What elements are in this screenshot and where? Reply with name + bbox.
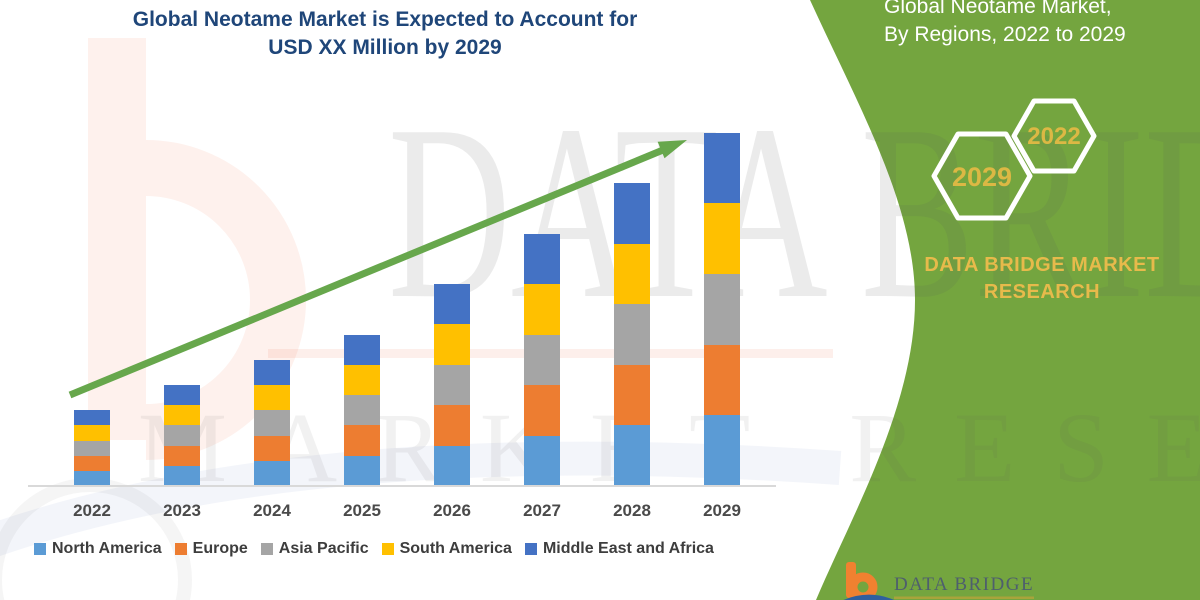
bar-2024-segment-south-america — [254, 385, 290, 411]
legend-label: Europe — [192, 540, 248, 557]
bar-2022-segment-middle-east-and-africa — [74, 410, 110, 426]
bar-2029-segment-middle-east-and-africa — [704, 132, 740, 204]
bar-2025-segment-europe — [344, 425, 380, 456]
bar-2028 — [614, 183, 650, 486]
brand-text-line1: DATA BRIDGE MARKET — [924, 254, 1160, 276]
bar-2025-segment-asia-pacific — [344, 395, 380, 426]
bar-2026-segment-asia-pacific — [434, 364, 470, 406]
x-tick-label-2025: 2025 — [343, 501, 381, 520]
x-tick-label-2026: 2026 — [433, 501, 471, 520]
legend-label: South America — [399, 540, 512, 557]
bar-2029-segment-south-america — [704, 203, 740, 274]
bar-2028-segment-europe — [614, 364, 650, 426]
legend-swatch-icon — [381, 543, 394, 555]
bar-2029-segment-asia-pacific — [704, 273, 740, 345]
bar-2027-segment-europe — [524, 385, 560, 436]
bar-2022-segment-asia-pacific — [74, 440, 110, 456]
bar-2029 — [704, 132, 740, 486]
bar-2025 — [344, 334, 380, 486]
bar-2026-segment-middle-east-and-africa — [434, 284, 470, 325]
bar-2027-segment-middle-east-and-africa — [524, 233, 560, 284]
bar-2028-segment-south-america — [614, 243, 650, 305]
bar-2025-segment-middle-east-and-africa — [344, 334, 380, 365]
bar-2023 — [164, 385, 200, 486]
bar-2023-segment-south-america — [164, 405, 200, 426]
bar-2027-segment-asia-pacific — [524, 334, 560, 385]
chart-title-line2: USD XX Million by 2029 — [268, 36, 502, 59]
bar-2023-segment-europe — [164, 445, 200, 466]
legend-item-middle-east-and-africa: Middle East and Africa — [524, 540, 714, 558]
legend-swatch-icon — [34, 543, 46, 555]
x-tick-label-2022: 2022 — [73, 501, 111, 520]
panel-heading: Global Neotame Market, By Regions, 2022 … — [884, 0, 1196, 49]
bar-2022-segment-north-america — [74, 470, 110, 486]
brand-text: DATA BRIDGE MARKET RESEARCH — [884, 252, 1200, 306]
bar-2026-segment-europe — [434, 405, 470, 446]
x-tick-label-2028: 2028 — [613, 501, 651, 520]
bar-2027 — [524, 233, 560, 486]
bar-2026 — [434, 284, 470, 486]
legend-label: Middle East and Africa — [542, 540, 714, 557]
legend-label: Asia Pacific — [278, 540, 369, 557]
legend-label: North America — [52, 540, 162, 557]
bar-2026-segment-south-america — [434, 324, 470, 365]
x-tick-label-2024: 2024 — [253, 501, 291, 520]
chart-title: Global Neotame Market is Expected to Acc… — [0, 6, 770, 62]
x-axis-line — [28, 485, 776, 487]
x-tick-label-2023: 2023 — [163, 501, 201, 520]
x-tick-label-2027: 2027 — [523, 501, 561, 520]
panel-heading-line2: By Regions, 2022 to 2029 — [884, 23, 1126, 46]
watermark-text-row2: MARKET RESEARCH — [138, 392, 1200, 503]
legend-swatch-icon — [260, 543, 273, 555]
legend-swatch-icon — [524, 543, 537, 555]
legend: North America Europe Asia Pacific South Ame… — [34, 540, 714, 558]
x-tick-label-2029: 2029 — [703, 501, 741, 520]
bar-2024-segment-europe — [254, 435, 290, 461]
bar-2023-segment-middle-east-and-africa — [164, 385, 200, 406]
legend-item-asia-pacific: Asia Pacific — [260, 540, 369, 558]
panel-heading-line1: Global Neotame Market, — [884, 0, 1112, 18]
bar-2029-segment-europe — [704, 344, 740, 416]
bar-2022 — [74, 410, 110, 486]
bar-2025-segment-north-america — [344, 455, 380, 486]
legend-item-europe: Europe — [174, 540, 248, 558]
legend-swatch-icon — [174, 543, 187, 555]
bar-2025-segment-south-america — [344, 364, 380, 396]
bar-2024-segment-north-america — [254, 460, 290, 486]
bar-2028-segment-north-america — [614, 425, 650, 486]
chart-title-line1: Global Neotame Market is Expected to Acc… — [132, 8, 638, 31]
brand-text-line2: RESEARCH — [983, 281, 1101, 303]
bar-2022-segment-europe — [74, 455, 110, 471]
bar-2028-segment-asia-pacific — [614, 304, 650, 365]
bar-2028-segment-middle-east-and-africa — [614, 183, 650, 244]
bar-2029-segment-north-america — [704, 415, 740, 486]
bar-2026-segment-north-america — [434, 445, 470, 486]
bar-2023-segment-asia-pacific — [164, 425, 200, 446]
bar-2027-segment-south-america — [524, 284, 560, 335]
bar-2027-segment-north-america — [524, 435, 560, 486]
bar-2023-segment-north-america — [164, 465, 200, 486]
bar-2022-segment-south-america — [74, 425, 110, 441]
legend-item-south-america: South America — [381, 540, 512, 558]
bar-2024-segment-asia-pacific — [254, 410, 290, 436]
bar-2024-segment-middle-east-and-africa — [254, 359, 290, 385]
bar-2024 — [254, 359, 290, 486]
legend-item-north-america: North America — [34, 540, 162, 558]
